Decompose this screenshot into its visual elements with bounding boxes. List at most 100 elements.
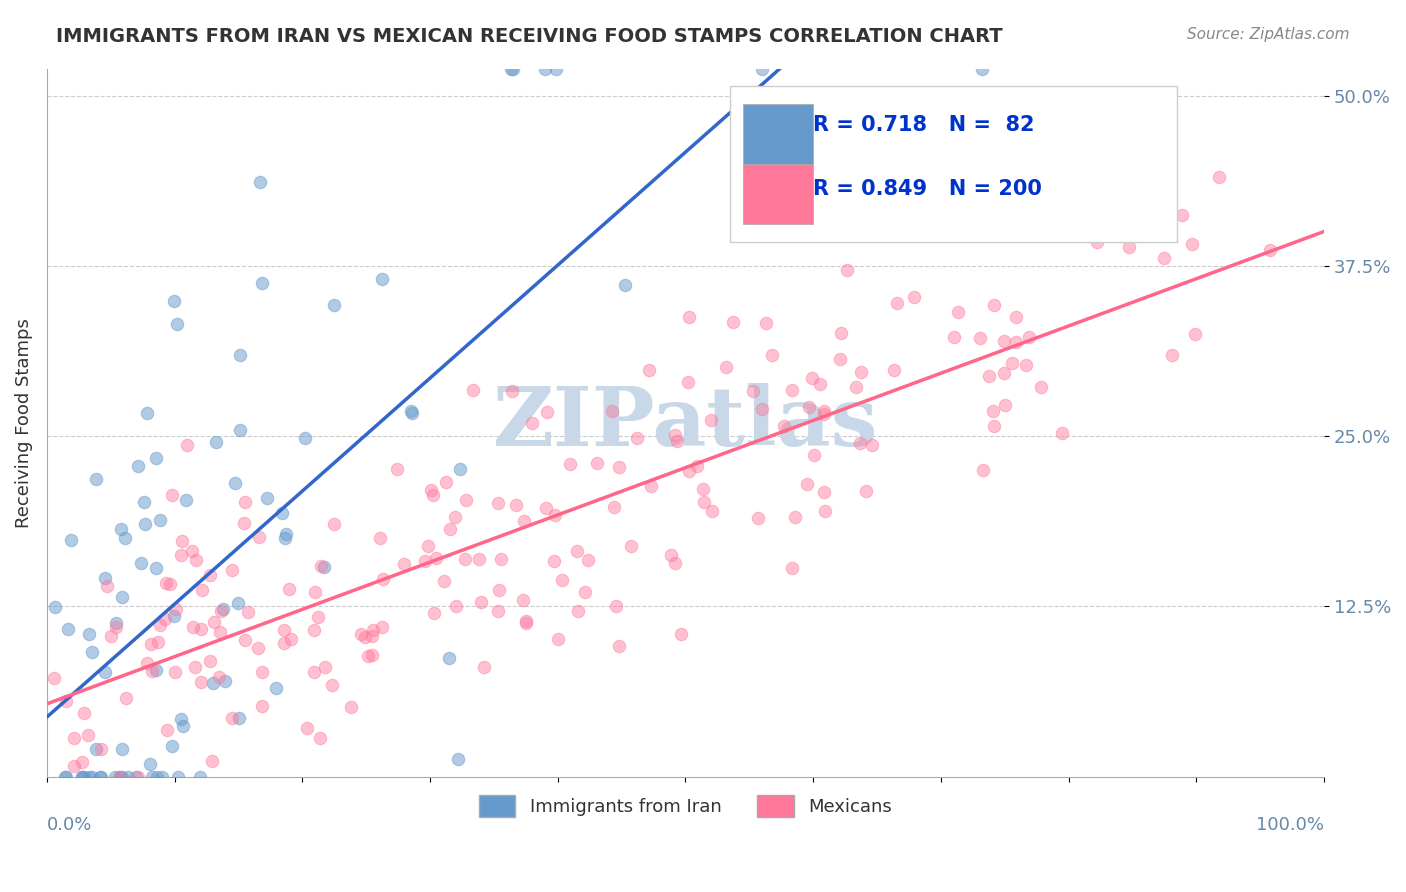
Point (314, 660, 336, 674)
Point (659, 548, 682, 562)
Point (110, 522, 132, 536)
Point (117, 770, 139, 784)
Point (72, 770, 94, 784)
Point (205, 435, 228, 450)
Point (44, 671, 66, 685)
Point (567, 604, 589, 618)
Point (600, 403, 623, 417)
Point (515, 615, 537, 630)
FancyBboxPatch shape (742, 104, 813, 164)
Point (979, 368, 1001, 383)
Point (1208, 169, 1230, 184)
Point (855, 484, 877, 499)
Point (602, 500, 624, 514)
Legend: Immigrants from Iran, Mexicans: Immigrants from Iran, Mexicans (472, 788, 898, 824)
Point (1005, 310, 1028, 324)
Point (1184, 327, 1206, 342)
Point (73, 706, 96, 720)
Point (110, 591, 132, 605)
Point (983, 419, 1005, 434)
Point (845, 380, 868, 394)
Point (233, 495, 256, 509)
Point (165, 601, 187, 615)
Point (145, 561, 167, 575)
Point (761, 348, 783, 362)
Point (470, 595, 492, 609)
Point (437, 651, 460, 665)
Point (454, 493, 477, 508)
Point (104, 620, 127, 634)
Point (449, 461, 471, 475)
Point (63, 731, 86, 745)
Point (323, 517, 346, 532)
Point (211, 602, 233, 616)
Point (361, 629, 384, 643)
Point (505, 498, 527, 512)
Point (700, 412, 723, 426)
Point (565, 544, 588, 558)
Point (755, 317, 778, 331)
Point (664, 427, 686, 442)
Point (443, 510, 465, 524)
Point (135, 656, 157, 670)
Point (970, 62, 993, 76)
Point (100, 630, 122, 644)
Point (534, 62, 557, 76)
Point (693, 495, 716, 509)
Point (176, 493, 198, 508)
Point (942, 330, 965, 344)
Point (619, 539, 641, 553)
Point (797, 400, 820, 414)
Point (664, 556, 686, 570)
Point (415, 554, 437, 568)
Point (55, 694, 77, 708)
Point (373, 572, 395, 586)
Point (322, 297, 344, 311)
Point (1000, 356, 1022, 370)
Point (544, 508, 567, 523)
Point (134, 517, 156, 532)
Point (783, 509, 806, 524)
Point (1015, 358, 1038, 372)
Point (200, 654, 222, 668)
Point (772, 418, 794, 433)
Point (209, 604, 232, 618)
Point (972, 463, 994, 477)
Point (124, 770, 146, 784)
Point (104, 615, 127, 630)
Point (433, 574, 456, 588)
Point (560, 458, 582, 472)
Point (994, 398, 1017, 412)
Point (90, 770, 112, 784)
Point (307, 610, 329, 624)
Point (353, 630, 375, 644)
Point (814, 504, 837, 518)
Point (813, 407, 835, 421)
Point (357, 648, 380, 663)
Point (270, 506, 292, 520)
Point (692, 482, 714, 496)
Point (148, 618, 170, 632)
Point (111, 741, 134, 756)
Point (1171, 208, 1194, 222)
Point (751, 62, 773, 76)
Point (311, 559, 333, 574)
FancyBboxPatch shape (742, 164, 813, 224)
Point (544, 62, 567, 76)
Point (796, 477, 818, 491)
Point (141, 770, 163, 784)
Point (309, 731, 332, 745)
Text: 0.0%: 0.0% (46, 815, 93, 833)
Point (447, 752, 470, 766)
Y-axis label: Receiving Food Stamps: Receiving Food Stamps (15, 318, 32, 527)
Point (226, 596, 249, 610)
Point (361, 623, 384, 637)
Point (486, 496, 509, 510)
Point (780, 561, 803, 575)
Point (501, 384, 523, 398)
Point (165, 665, 187, 679)
Point (94, 571, 117, 585)
Point (585, 456, 607, 470)
Point (491, 551, 513, 566)
Point (1029, 379, 1052, 393)
